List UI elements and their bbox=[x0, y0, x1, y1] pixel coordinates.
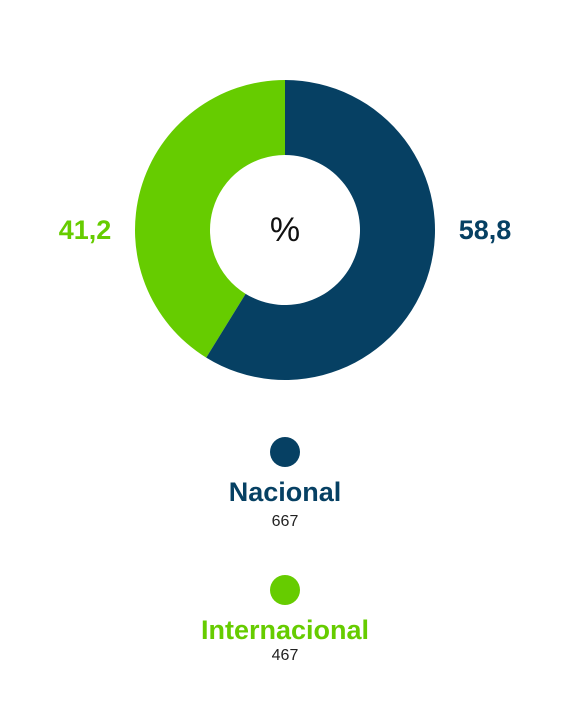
legend-marker bbox=[270, 575, 300, 605]
donut-segment bbox=[134, 79, 285, 358]
legend-count: 667 bbox=[272, 513, 299, 530]
legend-label: Internacional bbox=[201, 615, 369, 645]
value-label: 41,2 bbox=[59, 215, 112, 245]
center-label: % bbox=[270, 211, 300, 249]
donut-segment bbox=[206, 80, 435, 380]
legend-count: 467 bbox=[272, 647, 299, 664]
legend-label: Nacional bbox=[229, 477, 342, 507]
legend-marker bbox=[270, 437, 300, 467]
value-label: 58,8 bbox=[459, 215, 512, 245]
